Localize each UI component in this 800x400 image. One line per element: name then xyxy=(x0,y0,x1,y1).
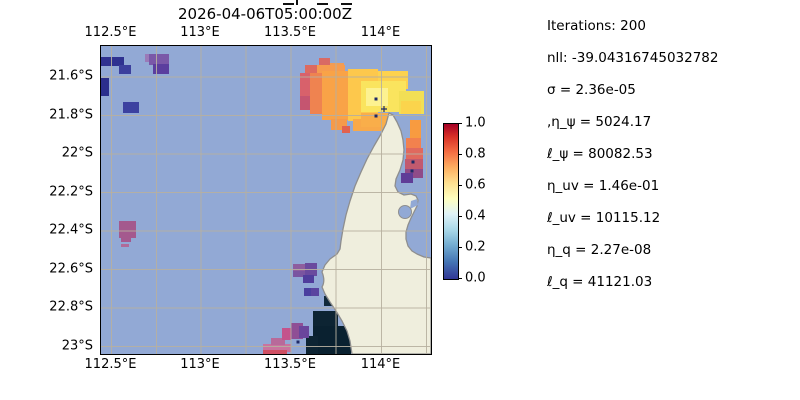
title-overline-artifact xyxy=(283,3,294,5)
colorbar-tick-label: 0.8 xyxy=(465,146,486,162)
colorbar-tick-label: 0.0 xyxy=(465,270,486,286)
colorbar-tick xyxy=(458,216,462,217)
point-marker xyxy=(410,169,414,173)
stats-line: η_uv = 1.46e-01 xyxy=(547,178,660,194)
heatmap-cell xyxy=(153,64,169,74)
heatmap-cell xyxy=(306,336,318,354)
x-tick-label-bottom: 113°E xyxy=(180,357,220,372)
colorbar-tick-label: 1.0 xyxy=(465,115,486,131)
stats-line: η_q = 2.27e-08 xyxy=(547,242,652,258)
y-tick-label: 22°S xyxy=(61,145,93,161)
bay-neck xyxy=(410,199,418,209)
heatmap-cell xyxy=(271,338,285,345)
colorbar-tick xyxy=(458,154,462,155)
point-marker xyxy=(374,97,378,101)
stats-line: ℓ_q = 41121.03 xyxy=(547,274,653,290)
title-overline-artifact xyxy=(341,3,352,5)
colorbar-tick-label: 0.4 xyxy=(465,208,486,224)
colorbar-tick-label: 0.2 xyxy=(465,239,486,255)
heatmap-cell xyxy=(282,328,291,340)
colorbar-tick xyxy=(458,247,462,248)
heatmap-cell xyxy=(299,326,309,338)
heatmap-cell xyxy=(406,138,421,148)
heatmap-cell xyxy=(342,126,350,133)
x-tick-label-top: 112.5°E xyxy=(84,25,137,40)
heatmap-cell xyxy=(263,350,287,354)
y-tick-label: 22.4°S xyxy=(49,222,93,238)
heatmap-cell xyxy=(304,288,311,296)
heatmap-cell xyxy=(319,58,330,67)
stats-line: ,η_ψ = 5024.17 xyxy=(547,114,652,130)
heatmap-cell xyxy=(300,73,310,96)
x-tick-label-bottom: 112.5°E xyxy=(84,357,137,372)
heatmap-cell xyxy=(303,275,314,283)
x-tick-label-top: 113.5°E xyxy=(264,25,316,40)
colorbar-tick xyxy=(458,123,462,124)
heatmap-cell xyxy=(121,244,129,247)
heatmap-cell xyxy=(310,73,322,114)
y-tick-label: 23°S xyxy=(61,338,93,353)
map-plot xyxy=(100,45,432,355)
heatmap-cell xyxy=(410,120,421,139)
heatmap-cell xyxy=(293,271,305,277)
heatmap-cell xyxy=(313,311,338,326)
plus-marker xyxy=(381,106,387,112)
heatmap-cell xyxy=(305,65,317,74)
heatmap-cell xyxy=(401,101,421,114)
stats-line: Iterations: 200 xyxy=(547,18,646,34)
point-marker xyxy=(374,114,378,118)
heatmap-cell xyxy=(401,173,413,183)
heatmap-cell xyxy=(119,65,131,74)
heatmap-cell xyxy=(293,264,305,271)
y-tick-label: 21.6°S xyxy=(49,68,93,84)
y-tick-label: 22.6°S xyxy=(49,261,93,276)
heatmap-cell xyxy=(405,169,423,178)
colorbar xyxy=(443,123,459,280)
heatmap-cell xyxy=(101,57,124,66)
x-tick-label-bottom: 113.5°E xyxy=(264,357,316,372)
y-tick-label: 22.8°S xyxy=(49,299,93,315)
heatmap-cell xyxy=(313,326,351,354)
stats-line: σ = 2.36e-05 xyxy=(547,82,636,98)
figure-title: 2026-04-06T05:00:00Z xyxy=(178,5,352,23)
heatmap-cell xyxy=(317,65,345,74)
heatmap-cell xyxy=(119,221,136,238)
title-tick-artifact xyxy=(296,0,298,5)
colorbar-tick-label: 0.6 xyxy=(465,177,486,193)
point-marker xyxy=(296,340,300,344)
heatmap-cell xyxy=(322,71,348,120)
colorbar-tick xyxy=(458,185,462,186)
heatmap-cell xyxy=(149,54,169,65)
colorbar-tick xyxy=(458,278,462,279)
round-bay xyxy=(398,205,412,219)
x-tick-label-top: 113°E xyxy=(180,25,220,40)
heatmap-cell xyxy=(123,102,139,113)
stats-line: ℓ_uv = 10115.12 xyxy=(547,210,661,226)
heatmap-cell xyxy=(366,88,388,106)
heatmap-cell xyxy=(145,54,149,62)
heatmap-cell xyxy=(300,96,310,110)
x-tick-label-top: 114°E xyxy=(360,25,401,40)
heatmap-cell xyxy=(121,238,131,242)
geo-heatmap-canvas xyxy=(101,46,431,354)
y-tick-label: 21.8°S xyxy=(49,107,93,122)
heatmap-cell xyxy=(101,78,109,96)
landmass-coastline xyxy=(321,112,431,354)
heatmap-cell xyxy=(331,119,347,130)
heatmap-cell xyxy=(311,288,319,296)
stats-line: ℓ_ψ = 80082.53 xyxy=(547,146,653,162)
heatmap-cell xyxy=(361,113,391,127)
heatmap-cell xyxy=(405,159,423,169)
stats-line: nll: -39.04316745032782 xyxy=(547,50,719,66)
heatmap-cell xyxy=(263,344,291,352)
y-tick-label: 22.2°S xyxy=(49,184,93,199)
x-tick-label-bottom: 114°E xyxy=(360,357,401,372)
title-overline-artifact xyxy=(317,3,328,5)
point-marker xyxy=(411,160,415,164)
